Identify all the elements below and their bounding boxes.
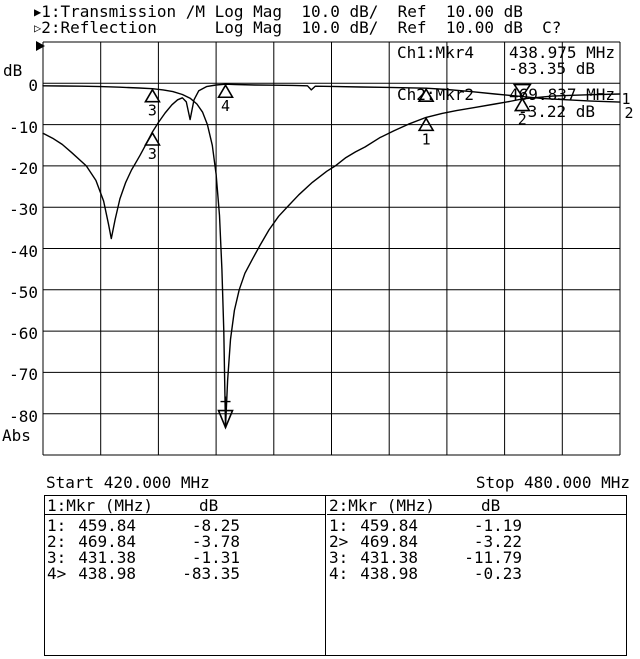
- ch2-marker-readout-value: -3.22 dB: [517, 102, 595, 121]
- y-axis-label: -50: [9, 283, 38, 302]
- y-axis-label: 0: [28, 76, 38, 95]
- marker-value-cell: -3.22: [473, 532, 522, 551]
- channel-1-header: ▶1:Transmission /M Log Mag 10.0 dB/ Ref …: [34, 4, 523, 21]
- marker-table-ch2-header: 2:Mkr (MHz) dB: [327, 496, 626, 515]
- marker-number-cell: 2:: [47, 532, 67, 551]
- active-marker-triangle-icon: [217, 409, 234, 430]
- marker-table-row: 1: 459.84 -8.25: [45, 518, 325, 534]
- marker-table-row: 4: 438.98 -0.23: [327, 566, 626, 582]
- traces: [42, 83, 621, 429]
- marker-triangle-icon: [144, 88, 161, 103]
- marker-table-row: 4> 438.98 -83.35: [45, 566, 325, 582]
- start-frequency-label: Start 420.000 MHz: [46, 473, 210, 492]
- trace-2-end-label: 2: [624, 104, 633, 122]
- marker-value-cell: -11.79: [464, 548, 522, 567]
- marker-table-ch1-title: 1:Mkr (MHz): [47, 496, 153, 515]
- marker-value-cell: -1.31: [191, 548, 240, 567]
- marker-number-cell: 3:: [47, 548, 67, 567]
- marker-value-cell: -8.25: [191, 516, 240, 535]
- marker-frequency-cell: 459.84: [360, 516, 418, 535]
- stop-frequency-label: Stop 480.000 MHz: [475, 473, 630, 492]
- marker-number-label: 3: [148, 145, 157, 163]
- marker-table-ch1: 1:Mkr (MHz) dB 1: 459.84 -8.25 2: 469.84 -3.7…: [45, 496, 326, 655]
- marker-table-box: 1:Mkr (MHz) dB 1: 459.84 -8.25 2: 469.84 -3.7…: [44, 495, 627, 656]
- marker-value-cell: -83.35: [182, 564, 240, 583]
- marker-frequency-cell: 438.98: [360, 564, 418, 583]
- marker-table-ch2-unit: dB: [481, 496, 501, 515]
- marker-frequency-cell: 469.84: [360, 532, 418, 551]
- marker-table-ch2-title: 2:Mkr (MHz): [329, 496, 435, 515]
- trace-reflection: [42, 83, 621, 240]
- marker-triangle-icon: [417, 116, 435, 132]
- marker-triangle-icon: [217, 83, 234, 99]
- y-axis-label: -40: [9, 242, 38, 261]
- marker-number-cell: 2>: [329, 532, 349, 551]
- y-axis-abs-label: Abs: [2, 426, 31, 445]
- ch1-marker-readout-value: -83.35 dB: [508, 59, 595, 78]
- y-axis-label: -80: [9, 407, 38, 426]
- marker-frequency-cell: 431.38: [78, 548, 136, 567]
- marker-table-ch1-header: 1:Mkr (MHz) dB: [45, 496, 325, 515]
- grid-lines: [42, 41, 621, 456]
- marker-table-row: 3: 431.38 -1.31: [45, 550, 325, 566]
- ch2-marker-readout-label: Ch2:Mkr2: [397, 85, 475, 104]
- marker-frequency-cell: 459.84: [78, 516, 136, 535]
- marker-value-cell: -3.78: [191, 532, 240, 551]
- ch1-marker-readout-label: Ch1:Mkr4: [397, 43, 475, 62]
- marker-triangle-icon: [417, 87, 435, 103]
- marker-value-cell: -1.19: [473, 516, 522, 535]
- marker-number-cell: 4:: [329, 564, 349, 583]
- marker-table-row: 2> 469.84 -3.22: [327, 534, 626, 550]
- marker-number-cell: 3:: [329, 548, 349, 567]
- channel-2-header: ▷2:Reflection Log Mag 10.0 dB/ Ref 10.00…: [34, 20, 561, 37]
- marker-number-label: 1: [422, 130, 431, 148]
- channel-2-header-text: 2:Reflection Log Mag 10.0 dB/ Ref 10.00 …: [41, 18, 562, 37]
- marker-table-row: 3: 431.38 -11.79: [327, 550, 626, 566]
- y-axis-label: -70: [9, 365, 38, 384]
- marker-triangle-icon: [144, 131, 161, 146]
- marker-number-cell: 1:: [47, 516, 67, 535]
- marker-frequency-cell: 469.84: [78, 532, 136, 551]
- ch2-marker-readout-freq: 469.837 MHz: [509, 85, 615, 104]
- marker-frequency-cell: 438.98: [78, 564, 136, 583]
- marker-number-label: 2: [518, 111, 527, 129]
- marker-number-cell: 1:: [329, 516, 349, 535]
- ch1-marker-readout-freq: 438.975 MHz: [509, 43, 615, 62]
- marker-table-ch1-unit: dB: [199, 496, 219, 515]
- y-axis-label: -20: [9, 159, 38, 178]
- marker-value-cell: -0.23: [473, 564, 522, 583]
- y-axis-unit: dB: [3, 61, 23, 80]
- ref-position-marker-icon: [36, 41, 45, 51]
- trace-1-end-label: 1: [621, 90, 630, 108]
- y-axis-label: -10: [9, 118, 38, 137]
- y-axis-label: -30: [9, 200, 38, 219]
- channel-2-inactive-icon: ▷: [34, 21, 42, 35]
- trace-transmission: [42, 85, 621, 429]
- channel-1-header-text: 1:Transmission /M Log Mag 10.0 dB/ Ref 1…: [41, 2, 523, 21]
- marker-number-label: 4: [221, 97, 230, 115]
- marker-table-ch2: 2:Mkr (MHz) dB 1: 459.84 -1.19 2> 469.84 -3.2…: [327, 496, 626, 655]
- marker-number-cell: 4>: [47, 564, 67, 583]
- y-axis-label: -60: [9, 324, 38, 343]
- marker-number-label: 3: [148, 102, 157, 120]
- active-marker-cross-icon: [220, 396, 231, 407]
- active-marker-hourglass-icon: [512, 83, 532, 112]
- marker-table-row: 1: 459.84 -1.19: [327, 518, 626, 534]
- marker-table-row: 2: 469.84 -3.78: [45, 534, 325, 550]
- channel-1-active-icon: ▶: [34, 5, 42, 19]
- marker-frequency-cell: 431.38: [360, 548, 418, 567]
